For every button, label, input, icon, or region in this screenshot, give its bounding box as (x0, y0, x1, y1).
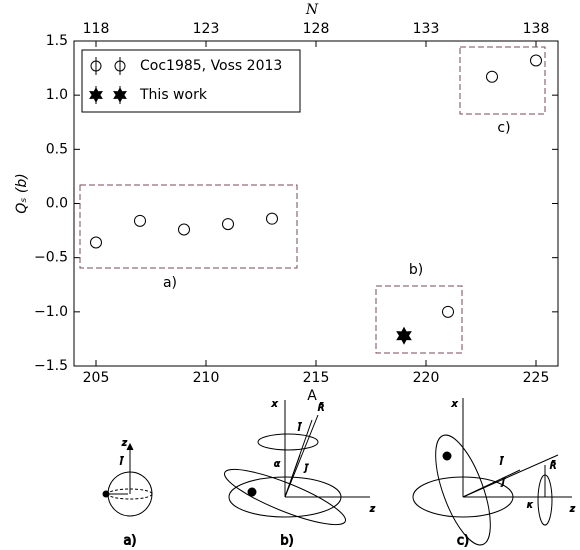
x-tick-label: 215 (303, 370, 330, 386)
data-point (135, 215, 146, 226)
diagram-text: j̄ (303, 464, 309, 474)
diagram-a: z Ī a) (103, 439, 152, 549)
x-tick-label: 210 (193, 370, 220, 386)
x-tick-label: 205 (83, 370, 110, 386)
diagram-text: x (271, 400, 278, 410)
diagram-text: z (569, 505, 575, 515)
y-label: Qₛ (b) (14, 173, 30, 214)
diagram-b: x z Ī R̄ j̄ α b) (219, 400, 375, 549)
diagram-text: κ (527, 501, 533, 511)
figure: z Ī a) x z Ī R̄ j̄ α b) x z Ī j̄ R̄ κ c)… (0, 0, 580, 550)
y-tick-label: −1.0 (34, 304, 68, 320)
diagram-text: α (274, 460, 280, 470)
diagram-label: b) (280, 534, 293, 549)
x2-tick-label: 133 (413, 21, 440, 37)
annotation: a) (163, 275, 177, 291)
annotation-box (376, 286, 462, 353)
y-tick-label: −1.5 (34, 358, 68, 374)
data-point (443, 306, 454, 317)
x2-tick-label: 138 (523, 21, 550, 37)
y-tick-label: 1.5 (46, 33, 68, 49)
diagram-text: z (121, 439, 127, 449)
x2-tick-label: 118 (83, 21, 110, 37)
x-label: A (307, 388, 317, 404)
diagram-text: R̄ (318, 402, 324, 414)
annotation: b) (409, 262, 423, 278)
x2-label: N (305, 2, 319, 18)
diagram-label: a) (123, 534, 136, 549)
data-point (487, 71, 498, 82)
diagram-text: Ī (298, 423, 302, 434)
y-tick-label: −0.5 (34, 250, 68, 266)
diagram-label: c) (457, 534, 469, 549)
diagram-text: x (451, 400, 458, 410)
data-point (397, 328, 411, 344)
diagram-text: R̄ (550, 460, 556, 472)
x-tick-label: 225 (523, 370, 550, 386)
y-tick-label: 0.0 (46, 196, 68, 212)
data-point (179, 224, 190, 235)
x2-tick-label: 123 (193, 21, 220, 37)
x-tick-label: 220 (413, 370, 440, 386)
data-point (267, 213, 278, 224)
data-point (223, 219, 234, 230)
data-point (531, 55, 542, 66)
diagram-text: z (369, 505, 375, 515)
legend-label: This work (139, 87, 208, 103)
diagram-text: Ī (500, 457, 504, 468)
diagram-text: Ī (120, 457, 124, 468)
y-tick-label: 1.0 (46, 87, 68, 103)
x2-tick-label: 128 (303, 21, 330, 37)
y-tick-label: 0.5 (46, 141, 68, 157)
legend-label: Coc1985, Voss 2013 (140, 58, 282, 74)
diagram-c: x z Ī j̄ R̄ κ c) (413, 398, 575, 550)
data-point (91, 237, 102, 248)
annotation: c) (497, 120, 510, 136)
